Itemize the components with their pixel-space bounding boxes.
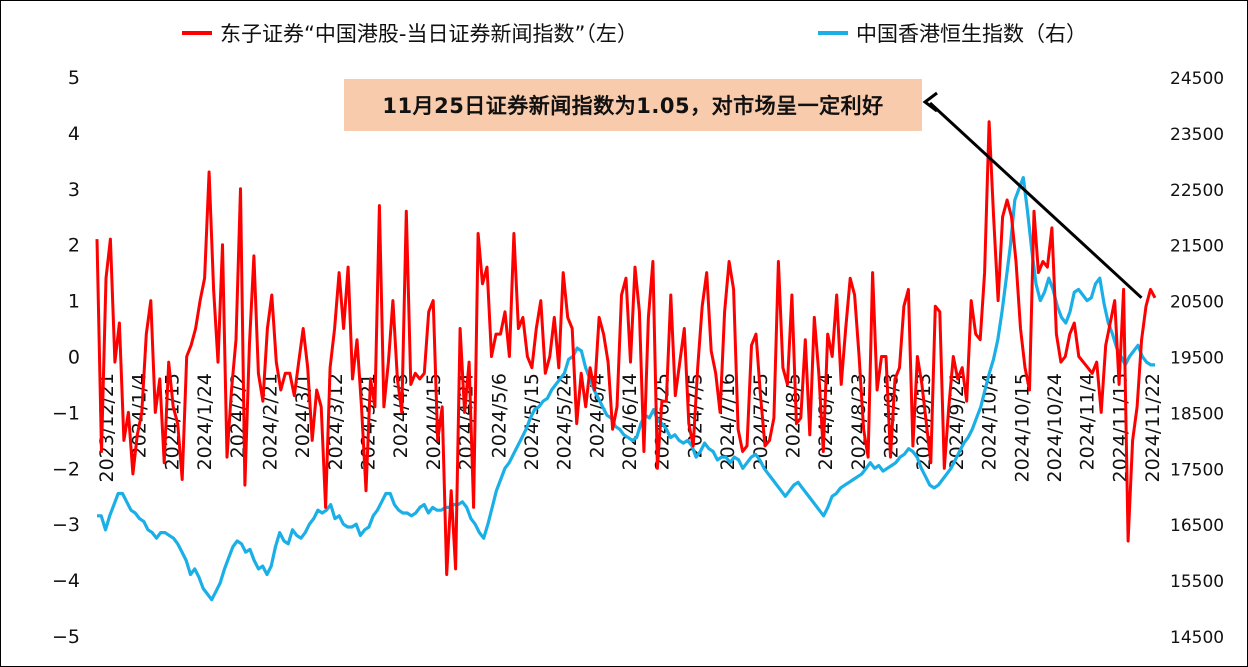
legend-swatch-red	[182, 31, 212, 35]
left-y-tick-label: 3	[68, 179, 80, 201]
x-tick-label: 2024/11/22	[1142, 373, 1164, 483]
left-y-tick-label: −4	[52, 570, 80, 592]
x-tick-label: 2024/4/15	[423, 373, 445, 470]
x-tick-label: 2024/6/4	[586, 373, 608, 458]
x-tick-label: 2024/8/23	[848, 373, 870, 470]
right-y-tick-label: 16500	[1170, 516, 1224, 536]
x-tick-label: 2024/6/14	[619, 373, 641, 470]
right-y-tick-label: 14500	[1170, 628, 1224, 648]
right-y-tick-label: 22500	[1170, 181, 1224, 201]
x-tick-label: 2024/8/5	[782, 373, 804, 458]
right-y-axis: 24500 23500 22500 21500 20500 19500 18500 17500…	[1170, 69, 1224, 648]
right-y-tick-label: 21500	[1170, 237, 1224, 257]
legend-label-news-index: 东子证券“中国港股-当日证券新闻指数”（左）	[220, 22, 638, 46]
left-y-tick-label: 0	[68, 347, 80, 369]
x-tick-label: 2024/10/24	[1044, 373, 1066, 483]
right-y-tick-label: 20500	[1170, 293, 1224, 313]
x-tick-label: 2024/1/24	[194, 373, 216, 470]
annotation-text: 11月25日证券新闻指数为1.05，对市场呈一定利好	[382, 94, 884, 118]
legend-entry-news-index: 东子证券“中国港股-当日证券新闻指数”（左）	[182, 18, 638, 48]
left-y-tick-label: −1	[52, 402, 80, 424]
right-y-tick-label: 18500	[1170, 404, 1224, 424]
right-y-tick-label: 24500	[1170, 69, 1224, 89]
right-y-tick-label: 15500	[1170, 572, 1224, 592]
left-y-tick-label: 4	[68, 123, 80, 145]
right-y-tick-label: 23500	[1170, 125, 1224, 145]
chart-legend: 东子证券“中国港股-当日证券新闻指数”（左） 中国香港恒生指数（右）	[0, 18, 1248, 46]
x-tick-label: 2024/10/15	[1011, 373, 1033, 483]
left-y-axis: 5 4 3 2 1 0 −1 −2 −3 −4 −5	[52, 67, 80, 648]
x-tick-label: 2024/11/4	[1077, 373, 1099, 470]
right-y-tick-label: 19500	[1170, 349, 1224, 369]
x-tick-label: 2024/10/4	[979, 373, 1001, 470]
x-tick-label: 2024/5/6	[488, 373, 510, 458]
left-y-tick-label: −3	[52, 514, 80, 536]
left-y-tick-label: 1	[68, 291, 80, 313]
left-y-tick-label: −5	[52, 626, 80, 648]
x-axis: 2023/12/21 2024/1/4 2024/1/15 2024/1/24 2024…	[96, 373, 1164, 483]
x-tick-label: 2024/2/21	[259, 373, 281, 470]
annotation-arrow-line	[928, 101, 1143, 299]
x-tick-label: 2024/4/3	[390, 373, 412, 458]
right-y-tick-label: 17500	[1170, 460, 1224, 480]
annotation-arrow-layer	[922, 91, 1143, 299]
x-tick-label: 2024/5/15	[521, 373, 543, 470]
series-layer	[95, 120, 1157, 602]
annotation-arrow-head	[922, 91, 938, 113]
series-line-hang-seng	[97, 176, 1155, 602]
legend-label-hang-seng: 中国香港恒生指数（右）	[856, 22, 1087, 46]
x-tick-label: 2024/7/16	[717, 373, 739, 470]
left-y-tick-label: −2	[52, 458, 80, 480]
series-line-news-index	[95, 120, 1157, 576]
left-y-tick-label: 2	[68, 235, 80, 257]
annotation-callout: 11月25日证券新闻指数为1.05，对市场呈一定利好	[344, 79, 922, 131]
left-y-tick-label: 5	[68, 67, 80, 89]
x-tick-label: 2024/5/24	[554, 373, 576, 470]
legend-entry-hang-seng: 中国香港恒生指数（右）	[818, 18, 1087, 48]
legend-swatch-blue	[818, 31, 848, 35]
